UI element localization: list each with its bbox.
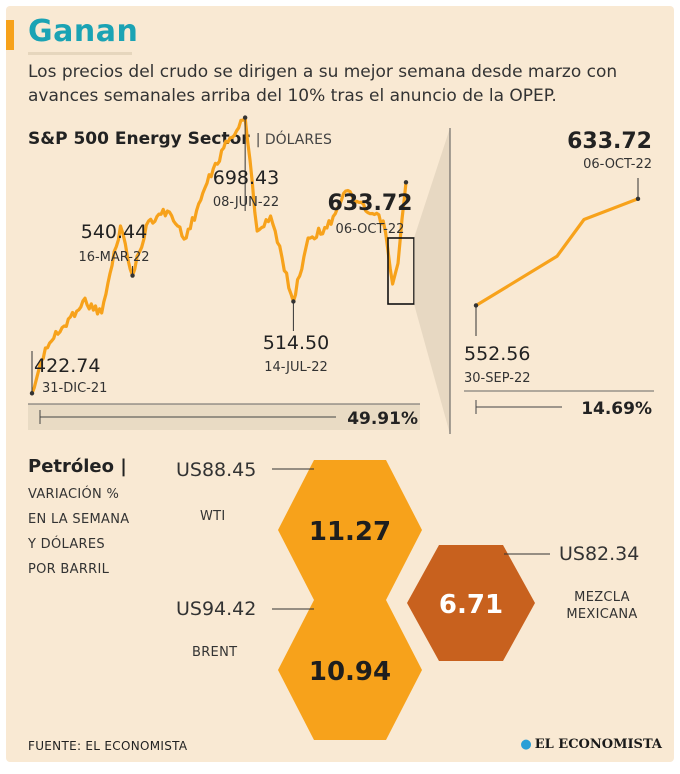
globe-icon: ● <box>520 737 532 752</box>
petroleo-subtitle: VARIACIÓN % EN LA SEMANA Y DÓLARES POR B… <box>28 482 158 582</box>
annotation-value: 698.43 <box>213 167 279 189</box>
annotation-date: 30-SEP-22 <box>464 371 531 386</box>
inset-line <box>474 197 640 308</box>
inset-panel <box>450 128 664 434</box>
sp500-unit-text: DÓLARES <box>264 132 332 148</box>
brand-name: EL ECONOMISTA <box>534 737 662 752</box>
point-marker <box>473 303 479 308</box>
title-accent-bar <box>6 20 14 50</box>
annotation-date: 06-OCT-22 <box>583 157 652 172</box>
mezcla-label: MEZCLA MEXICANA <box>557 589 647 623</box>
point-marker <box>403 180 409 185</box>
brand-logo: ● EL ECONOMISTA <box>520 737 662 752</box>
source-note: FUENTE: EL ECONOMISTA <box>28 739 188 753</box>
petroleo-subtitle-line: POR BARRIL <box>28 562 110 577</box>
annotation-date: 31-DIC-21 <box>42 381 107 396</box>
page-subtitle: Los precios del crudo se dirigen a su me… <box>28 62 618 106</box>
title-underline <box>28 52 132 55</box>
inset-change-label: 14.69% <box>581 399 652 419</box>
annotation-value: 540.44 <box>81 221 147 243</box>
annotation-value: 633.72 <box>567 129 652 154</box>
sp500-title-text: S&P 500 Energy Sector <box>28 129 250 149</box>
annotation-value: 514.50 <box>263 332 329 354</box>
wti-change-value: 11.27 <box>309 517 391 547</box>
petroleo-title: Petróleo | <box>28 456 127 477</box>
page-title: Ganan <box>28 14 139 49</box>
annotation-value: 422.74 <box>34 355 100 377</box>
annotation-value: 633.72 <box>328 191 413 216</box>
brent-label: BRENT <box>192 645 238 660</box>
brent-change-value: 10.94 <box>309 657 391 687</box>
wti-label: WTI <box>200 509 226 524</box>
mezcla-price: US82.34 <box>559 543 640 565</box>
mezcla-change-value: 6.71 <box>439 590 503 620</box>
sp500-change-label: 49.91% <box>347 409 418 429</box>
petroleo-subtitle-line: VARIACIÓN % <box>28 487 120 502</box>
zoom-connector <box>414 128 450 434</box>
annotation-date: 08-JUN-22 <box>213 195 279 210</box>
brent-price: US94.42 <box>176 598 257 620</box>
sp500-line <box>30 116 408 395</box>
annotation-value: 552.56 <box>464 343 530 365</box>
annotation-date: 16-MAR-22 <box>78 250 149 265</box>
petroleo-subtitle-line: Y DÓLARES <box>28 537 105 552</box>
petroleo-subtitle-line: EN LA SEMANA <box>28 512 130 527</box>
mezcla-label-line: MEZCLA <box>574 590 630 605</box>
mezcla-hexagon <box>407 545 535 661</box>
sp500-unit: | DÓLARES <box>255 132 332 148</box>
annotation-date: 06-OCT-22 <box>336 222 405 237</box>
wti-hexagon <box>278 460 422 600</box>
infographic: Ganan Los precios del crudo se dirigen a… <box>6 6 674 762</box>
mezcla-label-line: MEXICANA <box>566 607 638 622</box>
annotation-date: 14-JUL-22 <box>264 360 328 375</box>
brent-hexagon <box>278 600 422 740</box>
sp500-chart-title: S&P 500 Energy Sector | DÓLARES <box>28 129 332 149</box>
wti-price: US88.45 <box>176 459 257 481</box>
chart-canvas: 49.91% 422.74 31-DIC-21 540.44 16-MAR-22 698.… <box>28 115 664 740</box>
petroleo-title-text: Petróleo <box>28 456 114 477</box>
